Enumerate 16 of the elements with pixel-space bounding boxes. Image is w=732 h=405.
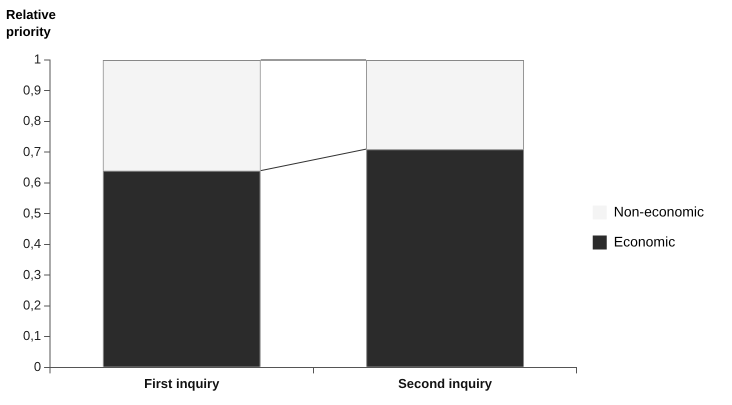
y-tick-label: 0,7 [22, 144, 42, 159]
legend-label: Non-economic [614, 203, 704, 220]
y-tick-label: 0,5 [22, 205, 42, 220]
y-tick-label: 1 [34, 52, 42, 67]
x-tick-label: Second inquiry [398, 376, 493, 391]
y-tick-label: 0,4 [22, 236, 42, 252]
y-tick-label: 0,2 [22, 298, 42, 312]
y-tick-label: 0,3 [22, 266, 42, 282]
y-tick-label: 0 [34, 358, 42, 374]
y-tick-label: 0,8 [22, 113, 42, 128]
y-tick-label: 0,9 [22, 82, 42, 98]
y-tick-label: 0,6 [22, 174, 42, 190]
y-tick-label: 0,1 [22, 328, 42, 344]
x-tick-label: First inquiry [144, 376, 220, 391]
legend-label: Economic [614, 233, 676, 250]
y-axis-title: Relative priority [6, 6, 57, 40]
